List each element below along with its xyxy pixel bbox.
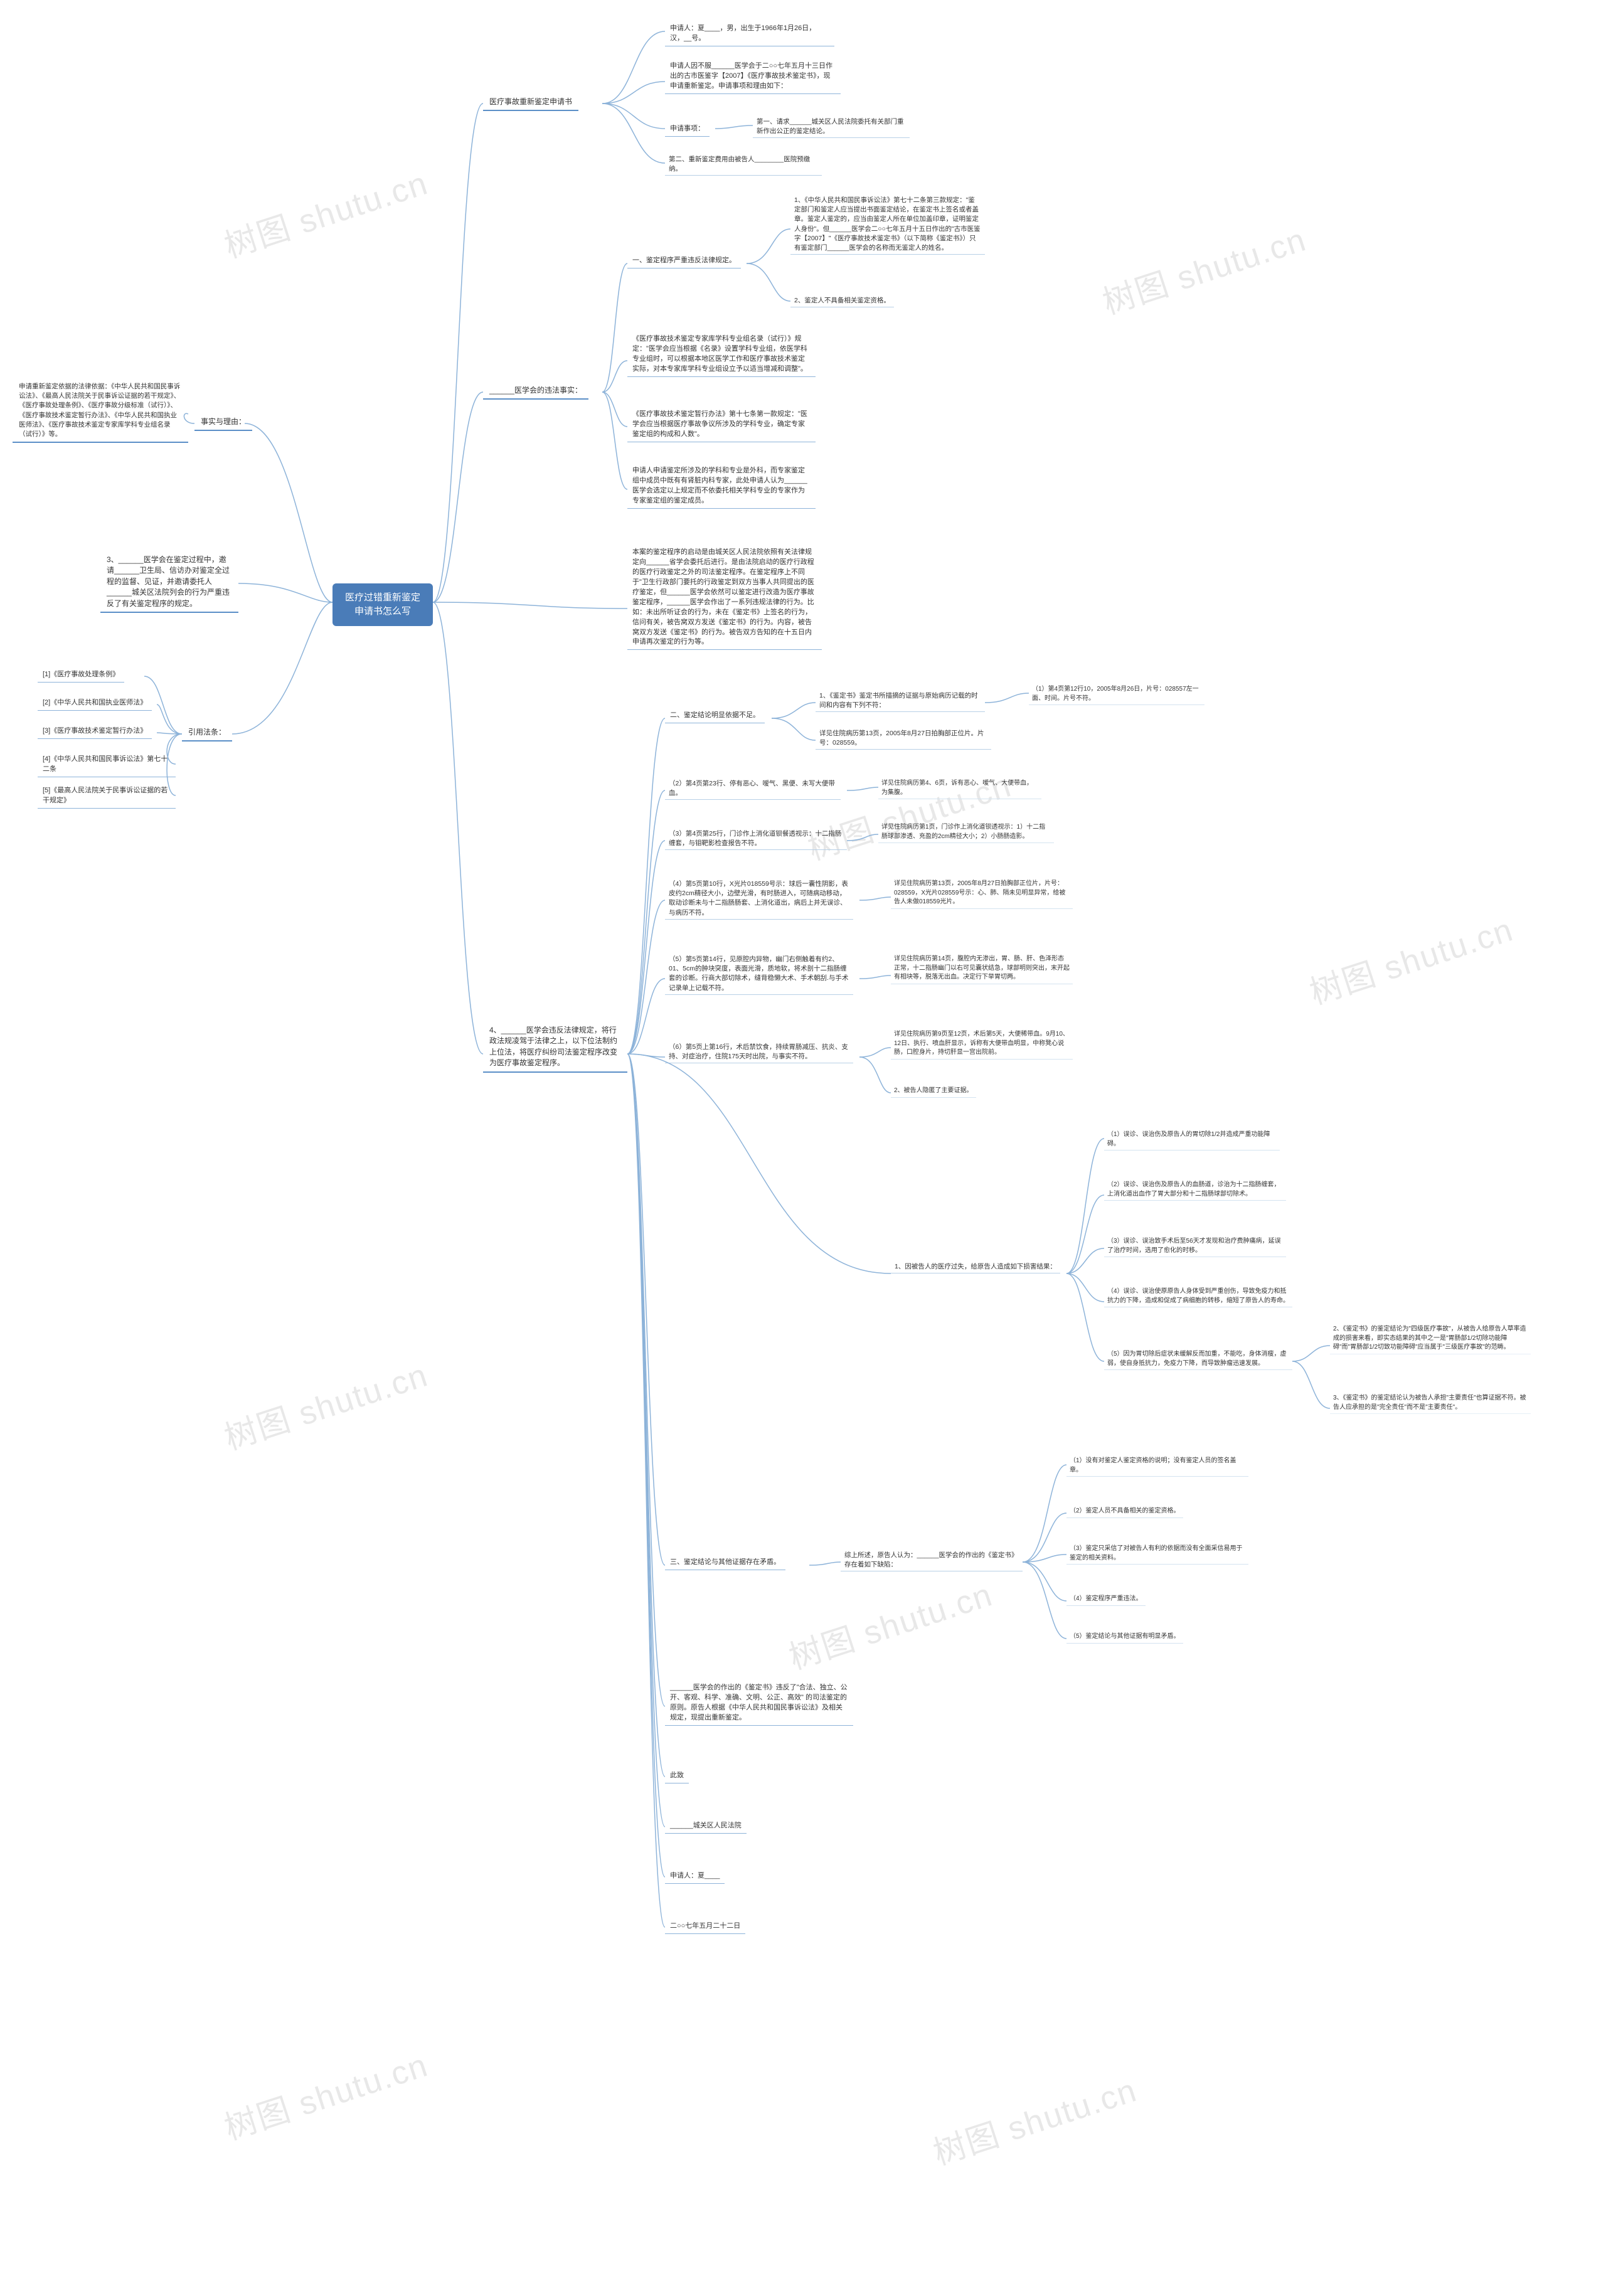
n4-r2-3-r: 详见住院病历第1页，门诊作上消化道钡透视示：1）十二指肠球部渗透、充盈的2cm精… [878, 822, 1054, 843]
illegal-3: 申请人申请鉴定所涉及的学科和专业是外科，而专家鉴定组中成员中既有有肾脏内科专家，… [627, 464, 816, 509]
branch-illegal[interactable]: ______医学会的违法事实： [483, 383, 588, 400]
n4-r2-5: （5）第5页第14行，见原腔内异物，幽门右侧触着有约2、01、5cm的肿块突度，… [665, 954, 853, 995]
n4-r2-6-r: 详见住院病历第9页至12页，术后第5天，大便稀带血。9月10、12日、执行、喷血… [891, 1029, 1073, 1060]
n4-dmg: 1、因被告人的医疗过失，给原告人造成如下损害结果： [891, 1261, 1060, 1273]
n4-r2-4: （4）第5页第10行，X光片018559号示：球后一囊性阴影，表皮约2cm精径大… [665, 878, 853, 920]
branch-facts[interactable]: 事实与理由： [194, 414, 252, 431]
summary: ______医学会的作出的《鉴定书》违反了"合法、独立、公开、客观、科学、准确、… [665, 1681, 853, 1726]
court: ______城关区人民法院 [665, 1819, 747, 1834]
n4-r3-1: 综上所述，原告人认为：______医学会的作出的《鉴定书》存在着如下缺陷： [841, 1549, 1023, 1571]
cite-5: [5]《最高人民法院关于民事诉讼证据的若干规定》 [38, 784, 176, 809]
n4-r2-3: （3）第4页第25行，门诊作上消化道钡餐透视示：十二指肠缠套，与钼靶影检查报告不… [665, 828, 847, 850]
applicant: 申请人：夏____ [665, 1869, 725, 1884]
watermark-7: 树图 shutu.cn [218, 2039, 433, 2149]
header-c3: 申请事项： [665, 122, 710, 137]
branch-cite[interactable]: 引用法条： [182, 725, 232, 741]
n4-r2-6: （6）第5页上第16行，术后禁饮食，持续胃肠减压、抗炎、支持、对症治疗，住院17… [665, 1041, 853, 1063]
n3-r: 本案的鉴定程序的启动是由城关区人民法院依照有关法律规定向______省学会委托后… [627, 546, 822, 650]
cite-1: [1]《医疗事故处理条例》 [38, 668, 124, 683]
n4-r3-1-3: （3）鉴定只采信了对被告人有利的依据而没有全面采信易用于鉴定的相关资料。 [1066, 1543, 1248, 1565]
header-c3-1: 第一、请求______城关区人民法院委托有关部门重新作出公正的鉴定结论。 [753, 116, 910, 138]
n4-r2-1: 1、《鉴定书》鉴定书所描摘的证据与原始病历记载的时间和内容有下列不符： [816, 690, 985, 712]
cite-2: [2]《中华人民共和国执业医师法》 [38, 696, 152, 711]
cite-3: [3]《医疗事故技术鉴定暂行办法》 [38, 725, 152, 739]
watermark-5: 树图 shutu.cn [218, 1349, 433, 1459]
watermark-2: 树图 shutu.cn [1096, 213, 1312, 323]
branch-facts-left: 申请重新鉴定依据的法律依据：《中华人民共和国民事诉讼法》、《最高人民法院关于民事… [13, 380, 188, 443]
cili: 此致 [665, 1769, 689, 1783]
n4-dmg-3: （3）误诊、误治致手术后至56天才发现和治疗费肿痛病，延误了治疗时间，选用了愈化… [1104, 1236, 1286, 1257]
facts-r1: 一、鉴定程序严重违反法律规定。 [627, 254, 741, 268]
n4-r2-1-b: 详见住院病历第13页，2005年8月27日拍胸部正位片。片号：028559。 [816, 728, 991, 750]
watermark-8: 树图 shutu.cn [927, 2064, 1142, 2174]
cite-4: [4]《中华人民共和国民事诉讼法》第七十二条 [38, 753, 176, 777]
watermark-4: 树图 shutu.cn [1303, 903, 1519, 1013]
watermark-1: 树图 shutu.cn [218, 157, 433, 267]
illegal-1: 《医疗事故技术鉴定专家库学科专业组名录（试行）》规定："医学会应当根据《名录》设… [627, 332, 816, 377]
n4-r3-1-4: （4）鉴定程序严重违法。 [1066, 1593, 1146, 1606]
n4-r2-6-r2: 2、被告人隐匿了主要证据。 [891, 1085, 976, 1098]
date: 二○○七年五月二十二日 [665, 1920, 745, 1934]
n4-r3-1-2: （2）鉴定人员不具备相关的鉴定资格。 [1066, 1506, 1183, 1518]
n4-dmg-5-r1: 2、《鉴定书》的鉴定结论为"四级医疗事故"，从被告人给原告人草率造成的损害来看，… [1330, 1324, 1531, 1354]
n4-r2-1-1: （1）第4页第12行10，2005年8月26日，片号：028557左一面、时间。… [1029, 684, 1204, 705]
n4-r3-1-5: （5）鉴定结论与其他证据有明显矛盾。 [1066, 1631, 1183, 1644]
n4-dmg-4: （4）误诊、误治使原原告人身体受到严重创伤，导致免疫力和抵抗力的下降，造成和促成… [1104, 1286, 1292, 1307]
n4-dmg-2: （2）误诊、误治伤及原告人的血肠道，诊治为十二指肠缠套，上消化道出血作了胃大部分… [1104, 1179, 1286, 1201]
facts-r1-1: 1、《中华人民共和国民事诉讼法》第七十二条第三款规定："鉴定部门和鉴定人应当提出… [790, 194, 985, 255]
n4-r3: 三、鉴定结论与其他证据存在矛盾。 [665, 1556, 785, 1570]
watermark-3: 树图 shutu.cn [801, 759, 1017, 869]
n4-r2-5-r: 详见住院病历第14页，腹腔内无渗出，胃、肠、肝、色泽形态正常，十二指肠幽门以右可… [891, 954, 1073, 984]
header-c3-2: 第二、重新鉴定费用由被告人________医院预缴纳。 [665, 154, 822, 176]
header-c1: 申请人：夏____，男，出生于1966年1月26日，汉，__号。 [665, 22, 834, 46]
n4-r2-2: （2）第4页第23行、停有恶心、嗳气、黑便、未写大便带血。 [665, 778, 841, 800]
branch-n3[interactable]: 3、______医学会在鉴定过程中，邀请______卫生局、信访办对鉴定全过程的… [100, 552, 238, 613]
n4-r2: 二、鉴定结论明显依据不足。 [665, 709, 765, 723]
branch-n4[interactable]: 4、______医学会违反法律规定，将行政法规凌驾于法律之上，以下位法制约上位法… [483, 1023, 627, 1073]
facts-r1-2: 2、鉴定人不具备相关鉴定资格。 [790, 295, 894, 307]
n4-dmg-5-r2: 3、《鉴定书》的鉴定结论认为被告人承担"主要责任"也算证据不符。被告人应承担的是… [1330, 1393, 1531, 1414]
n4-dmg-1: （1）误诊、误治伤及原告人的胃切除1/2并造成严重功能障碍。 [1104, 1129, 1280, 1151]
branch-header[interactable]: 医疗事故重新鉴定申请书 [483, 94, 578, 111]
root-node[interactable]: 医疗过错重新鉴定申请书怎么写 [332, 583, 433, 626]
n4-r3-1-1: （1）没有对鉴定人鉴定资格的说明；没有鉴定人员的签名盖章。 [1066, 1455, 1248, 1477]
n4-r2-2-r: 详见住院病历第4、6页，诉有恶心、嗳气、大便带血，为集腹。 [878, 778, 1041, 799]
n4-dmg-5: （5）因为胃切除后症状未缓解反而加重，不能吃，身体消瘦，虚弱，使自身抵抗力，免疫… [1104, 1349, 1292, 1370]
header-c2: 申请人因不服______医学会于二○○七年五月十三日作出的古市医鉴字【2007】… [665, 60, 841, 94]
illegal-2: 《医疗事故技术鉴定暂行办法》第十七条第一款规定："医学会应当根据医疗事故争议所涉… [627, 408, 816, 442]
n4-r2-4-r: 详见住院病历第13页，2005年8月27日拍胸部正位片，片号：028559，X光… [891, 878, 1073, 909]
watermark-6: 树图 shutu.cn [782, 1568, 998, 1678]
